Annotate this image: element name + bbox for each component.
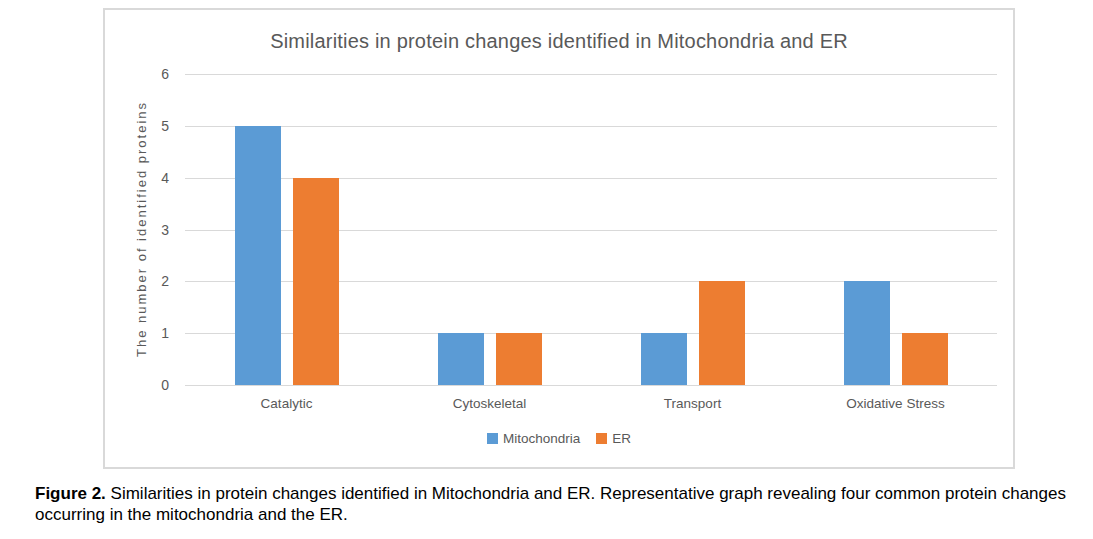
legend-item-er: ER xyxy=(596,431,631,446)
bar-mitochondria xyxy=(844,281,890,385)
y-tick-label: 5 xyxy=(133,119,169,133)
figure-caption-text: Similarities in protein changes identifi… xyxy=(35,484,1066,524)
legend-swatch-icon xyxy=(596,433,607,444)
gridline xyxy=(185,74,997,75)
chart: Similarities in protein changes identifi… xyxy=(103,8,1015,469)
legend-swatch-icon xyxy=(487,433,498,444)
legend-item-mitochondria: Mitochondria xyxy=(487,431,580,446)
y-tick-label: 0 xyxy=(133,378,169,392)
page: Similarities in protein changes identifi… xyxy=(0,0,1093,539)
bar-mitochondria xyxy=(438,333,484,385)
bar-mitochondria xyxy=(235,126,281,385)
y-tick-label: 4 xyxy=(133,171,169,185)
figure-caption: Figure 2. Similarities in protein change… xyxy=(35,483,1090,525)
figure-caption-label: Figure 2. xyxy=(35,484,106,503)
legend-label: Mitochondria xyxy=(503,431,580,446)
y-tick-label: 6 xyxy=(133,67,169,81)
bar-er xyxy=(496,333,542,385)
x-tick-label: Cytoskeletal xyxy=(453,396,527,411)
y-tick-label: 2 xyxy=(133,274,169,288)
x-tick-label: Catalytic xyxy=(261,396,313,411)
y-tick-label: 3 xyxy=(133,223,169,237)
legend: Mitochondria ER xyxy=(105,431,1013,446)
y-tick-label: 1 xyxy=(133,326,169,340)
legend-label: ER xyxy=(612,431,631,446)
bar-er xyxy=(293,178,339,385)
x-tick-label: Oxidative Stress xyxy=(846,396,944,411)
gridline xyxy=(185,385,997,386)
bar-er xyxy=(699,281,745,385)
bar-mitochondria xyxy=(641,333,687,385)
gridline xyxy=(185,126,997,127)
x-tick-label: Transport xyxy=(664,396,721,411)
bar-er xyxy=(902,333,948,385)
chart-title: Similarities in protein changes identifi… xyxy=(105,30,1013,53)
plot-area: 0123456 xyxy=(185,74,997,385)
